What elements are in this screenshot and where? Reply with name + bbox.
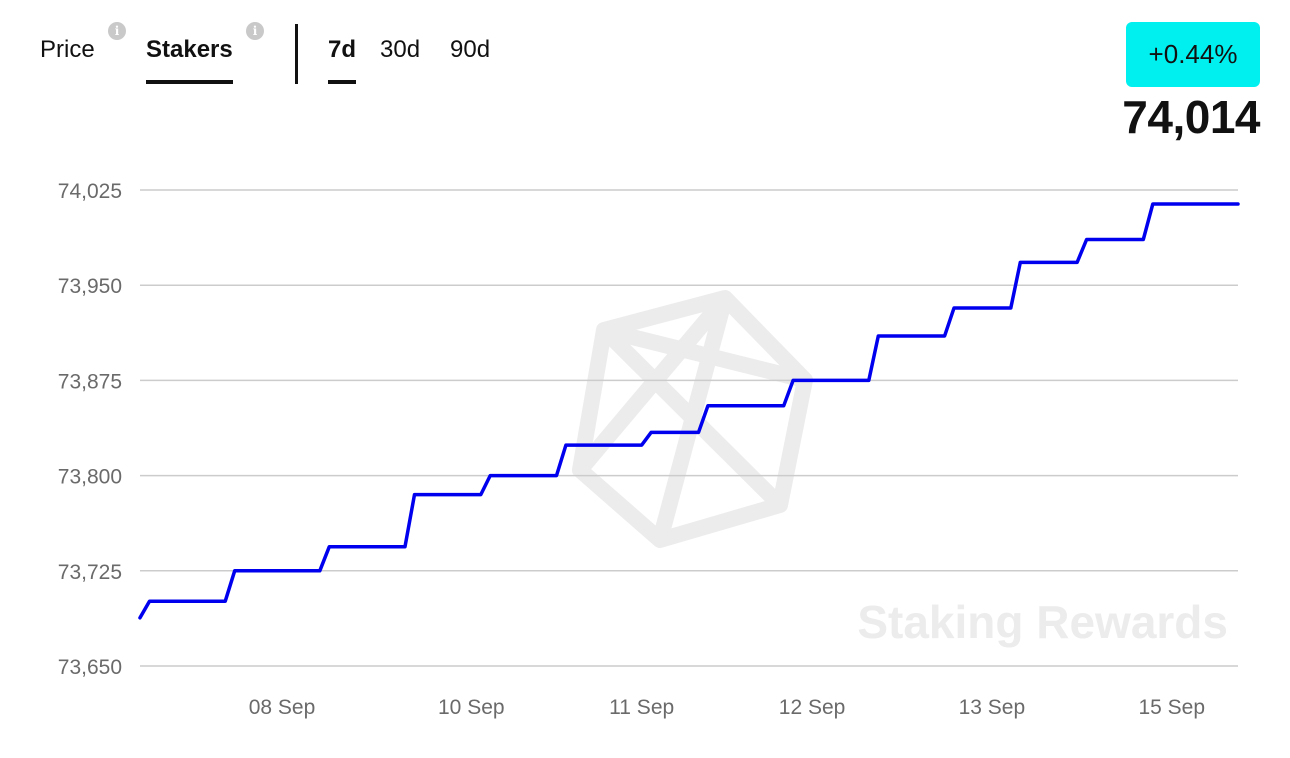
- info-icon[interactable]: i: [108, 22, 126, 40]
- range-tab-label: 90d: [450, 36, 491, 63]
- info-icon[interactable]: i: [246, 22, 264, 40]
- change-percent: +0.44%: [1148, 39, 1238, 69]
- y-tick-label: 73,875: [58, 370, 122, 393]
- range-tab-7d[interactable]: 7d: [328, 36, 357, 84]
- watermark-text: Staking Rewards: [857, 596, 1228, 648]
- staking-rewards-logo: [572, 290, 813, 548]
- range-tab-30d[interactable]: 30d: [380, 36, 420, 64]
- tab-price-label: Price: [40, 36, 95, 63]
- y-tick-label: 73,950: [58, 275, 122, 298]
- y-tick-label: 73,650: [58, 656, 122, 679]
- x-tick-label: 08 Sep: [249, 696, 316, 719]
- range-tab-90d[interactable]: 90d: [450, 36, 490, 64]
- range-tab-label: 30d: [380, 36, 421, 63]
- tab-divider: [295, 24, 298, 84]
- active-range-underline: [328, 80, 357, 84]
- x-tick-label: 13 Sep: [959, 696, 1026, 719]
- y-tick-label: 73,800: [58, 466, 122, 489]
- x-tick-label: 12 Sep: [779, 696, 846, 719]
- x-tick-label: 11 Sep: [609, 696, 674, 719]
- x-tick-label: 15 Sep: [1138, 696, 1205, 719]
- y-tick-label: 74,025: [58, 180, 122, 203]
- active-tab-underline: [146, 80, 233, 84]
- series-line: [138, 202, 1240, 620]
- tab-stakers-label: Stakers: [146, 36, 233, 63]
- x-tick-label: 10 Sep: [438, 696, 505, 719]
- tab-stakers[interactable]: Stakers: [146, 36, 233, 84]
- y-tick-label: 73,725: [58, 561, 122, 584]
- range-tab-label: 7d: [328, 36, 357, 63]
- tab-price[interactable]: Price: [40, 36, 95, 64]
- change-badge: +0.44%: [1126, 22, 1260, 87]
- current-value: 74,014: [1122, 91, 1260, 143]
